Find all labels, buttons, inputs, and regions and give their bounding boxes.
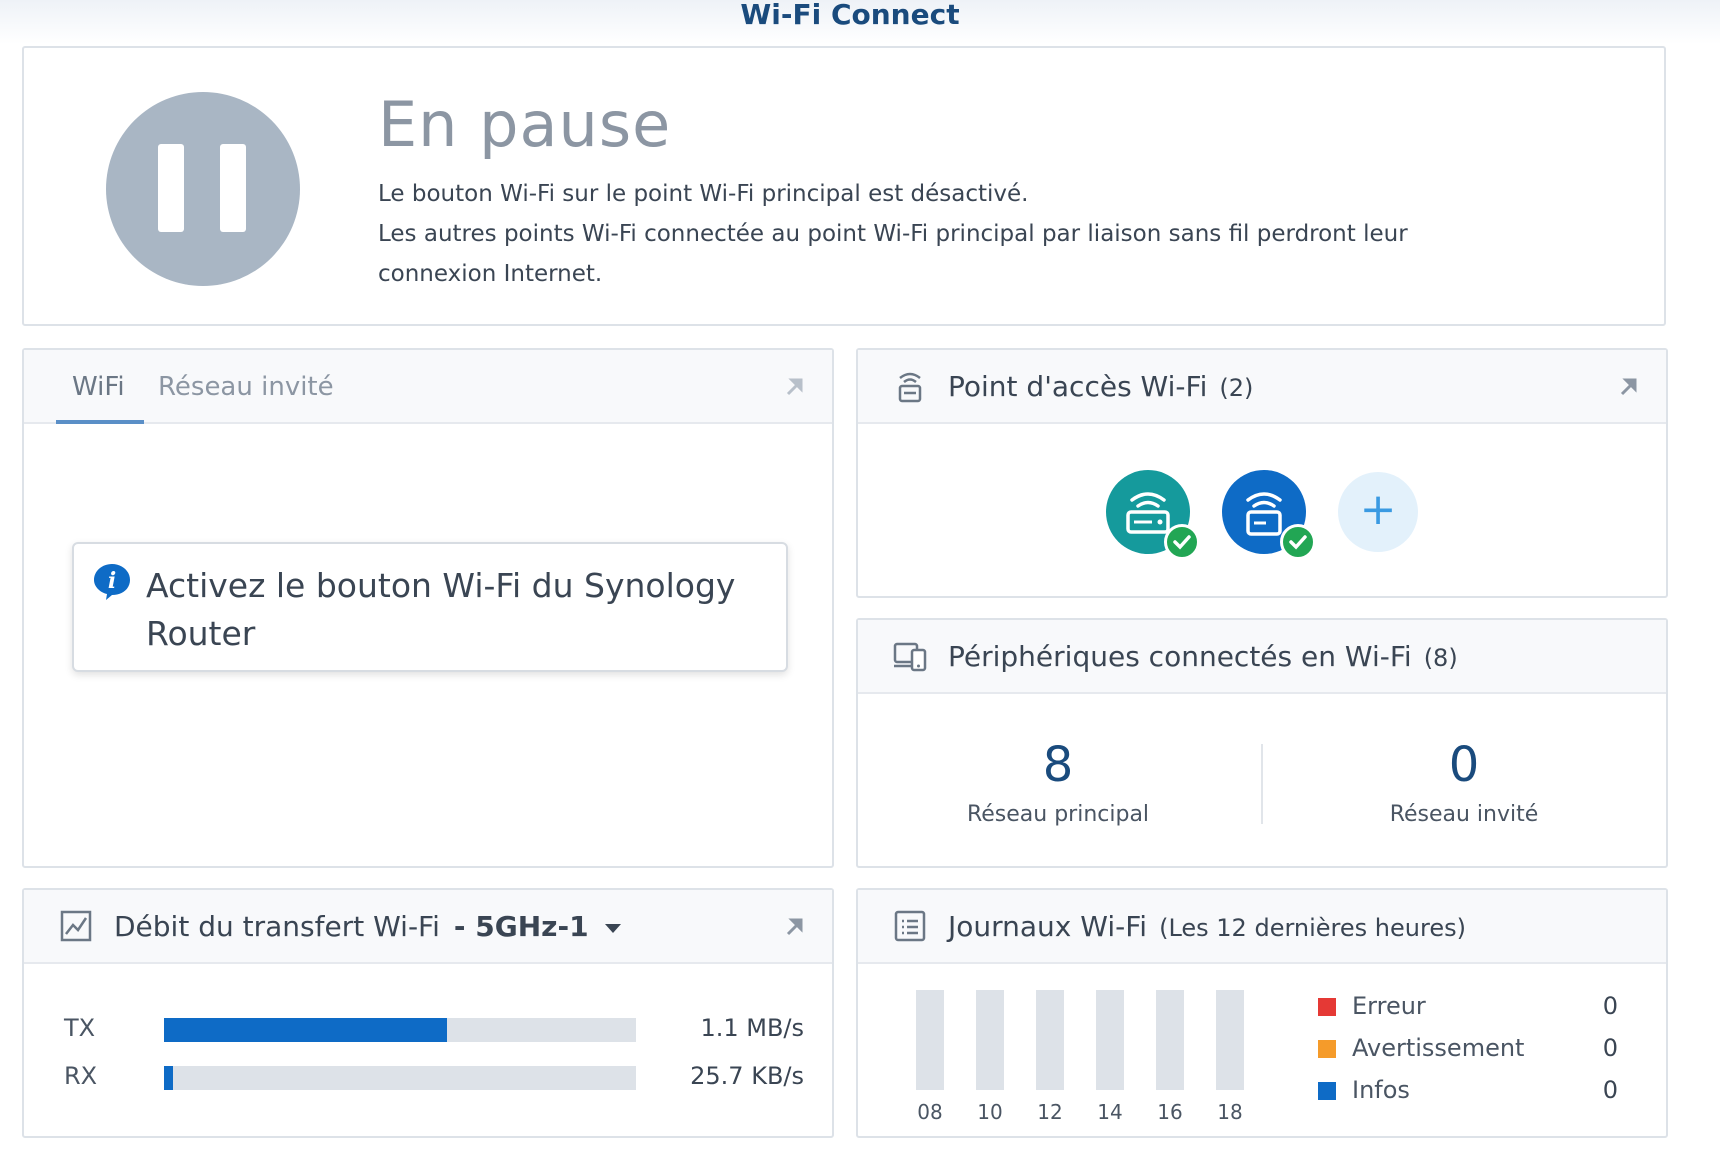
- router-icon: [898, 372, 922, 403]
- legend-label: Avertissement: [1352, 1034, 1525, 1062]
- active-tab-indicator: [56, 420, 144, 424]
- rx-label: RX: [64, 1062, 98, 1090]
- connected-check-icon: [1164, 524, 1200, 560]
- access-point-title: Point d'accès Wi-Fi (2): [948, 370, 1254, 403]
- throughput-card: Débit du transfert Wi-Fi - 5GHz-1 TX 1.1 …: [22, 888, 834, 1138]
- legend-row-avertissement: Avertissement 0: [1318, 1034, 1618, 1064]
- connected-devices-header: Périphériques connectés en Wi-Fi (8): [858, 620, 1666, 694]
- access-point-node-secondary[interactable]: [1222, 470, 1316, 560]
- pause-bar-left: [158, 144, 184, 232]
- main-network-label: Réseau principal: [966, 802, 1150, 827]
- tx-fill: [164, 1018, 447, 1042]
- access-point-header: Point d'accès Wi-Fi (2): [858, 350, 1666, 424]
- connected-devices-count: (8): [1423, 644, 1458, 672]
- devices-icon: [893, 642, 927, 672]
- log-bar: [1036, 990, 1064, 1090]
- tx-row: TX 1.1 MB/s: [64, 1014, 804, 1044]
- band-selector[interactable]: - 5GHz-1: [453, 910, 589, 943]
- log-tick-label: 12: [1037, 1100, 1063, 1124]
- access-point-count: (2): [1219, 374, 1254, 402]
- rx-value: 25.7 KB/s: [690, 1062, 804, 1090]
- log-tick-label: 18: [1217, 1100, 1243, 1124]
- wifi-point-icon: [1246, 492, 1282, 536]
- rx-fill: [164, 1066, 173, 1090]
- rx-track: [164, 1066, 636, 1090]
- legend-swatch: [1318, 1082, 1336, 1100]
- info-icon: i: [94, 564, 130, 600]
- access-point-node-primary[interactable]: [1106, 470, 1200, 560]
- tx-value: 1.1 MB/s: [700, 1014, 804, 1042]
- log-tick-label: 16: [1157, 1100, 1183, 1124]
- log-bar: [1156, 990, 1184, 1090]
- log-tick-label: 08: [917, 1100, 943, 1124]
- wifi-card-header: WiFi Réseau invité: [24, 350, 832, 424]
- legend-swatch: [1318, 1040, 1336, 1058]
- access-point-card: Point d'accès Wi-Fi (2) +: [856, 348, 1668, 598]
- legend-swatch: [1318, 998, 1336, 1016]
- log-tick-label: 14: [1097, 1100, 1123, 1124]
- log-tick-label: 10: [977, 1100, 1003, 1124]
- status-line-1: Le bouton Wi-Fi sur le point Wi-Fi princ…: [378, 181, 1029, 207]
- wifi-router-icon: [1126, 492, 1170, 534]
- connected-devices-title: Périphériques connectés en Wi-Fi (8): [948, 640, 1458, 673]
- app-title: Wi-Fi Connect: [740, 0, 960, 31]
- pause-icon: [106, 92, 300, 286]
- wifi-logs-title: Journaux Wi-Fi (Les 12 dernières heures): [948, 910, 1466, 943]
- wifi-logs-subtitle: (Les 12 dernières heures): [1159, 914, 1466, 942]
- title-bar: Wi-Fi Connect: [0, 0, 1720, 44]
- status-card: En pause Le bouton Wi-Fi sur le point Wi…: [22, 46, 1666, 326]
- add-access-point-button[interactable]: +: [1338, 472, 1418, 552]
- svg-text:i: i: [108, 568, 116, 594]
- connected-devices-card: Périphériques connectés en Wi-Fi (8) 8 Ré…: [856, 618, 1668, 868]
- guest-network-stat[interactable]: 0 Réseau invité: [1264, 736, 1664, 827]
- legend-label: Infos: [1352, 1076, 1410, 1104]
- wifi-network-card: WiFi Réseau invité i Activez le bouton W…: [22, 348, 834, 868]
- legend-value: 0: [1602, 992, 1618, 1020]
- guest-network-count: 0: [1448, 737, 1480, 793]
- tx-track: [164, 1018, 636, 1042]
- throughput-header: Débit du transfert Wi-Fi - 5GHz-1: [24, 890, 832, 964]
- wifi-off-notice: i Activez le bouton Wi-Fi du Synology Ro…: [72, 542, 788, 672]
- tab-wifi[interactable]: WiFi: [72, 372, 125, 402]
- pause-bar-right: [220, 144, 246, 232]
- expand-arrow-icon[interactable]: [1616, 374, 1640, 398]
- stat-divider: [1261, 744, 1263, 824]
- tab-guest-network[interactable]: Réseau invité: [158, 372, 334, 402]
- throughput-title: Débit du transfert Wi-Fi - 5GHz-1: [114, 910, 621, 943]
- legend-row-infos: Infos 0: [1318, 1076, 1618, 1106]
- wifi-logs-header: Journaux Wi-Fi (Les 12 dernières heures): [858, 890, 1666, 964]
- log-bar: [976, 990, 1004, 1090]
- log-bar: [1216, 990, 1244, 1090]
- chart-icon: [60, 910, 92, 942]
- wifi-logs-card: Journaux Wi-Fi (Les 12 dernières heures) …: [856, 888, 1668, 1138]
- legend-value: 0: [1602, 1076, 1618, 1104]
- connected-check-icon: [1280, 524, 1316, 560]
- expand-arrow-icon[interactable]: [782, 914, 806, 938]
- chevron-down-icon[interactable]: [604, 923, 621, 933]
- main-network-stat[interactable]: 8 Réseau principal: [858, 736, 1258, 827]
- log-bar: [916, 990, 944, 1090]
- notice-text: Activez le bouton Wi-Fi du Synology Rout…: [146, 566, 736, 653]
- tx-label: TX: [64, 1014, 96, 1042]
- legend-value: 0: [1602, 1034, 1618, 1062]
- rx-row: RX 25.7 KB/s: [64, 1062, 804, 1092]
- guest-network-label: Réseau invité: [1389, 802, 1539, 827]
- main-network-count: 8: [1042, 737, 1074, 793]
- status-description: Le bouton Wi-Fi sur le point Wi-Fi princ…: [378, 174, 1518, 294]
- status-line-2: Les autres points Wi-Fi connectée au poi…: [378, 221, 1408, 287]
- log-bar: [1096, 990, 1124, 1090]
- legend-label: Erreur: [1352, 992, 1426, 1020]
- legend-row-erreur: Erreur 0: [1318, 992, 1618, 1022]
- status-title: En pause: [378, 88, 672, 161]
- expand-arrow-icon[interactable]: [782, 374, 806, 398]
- log-list-icon: [894, 910, 926, 942]
